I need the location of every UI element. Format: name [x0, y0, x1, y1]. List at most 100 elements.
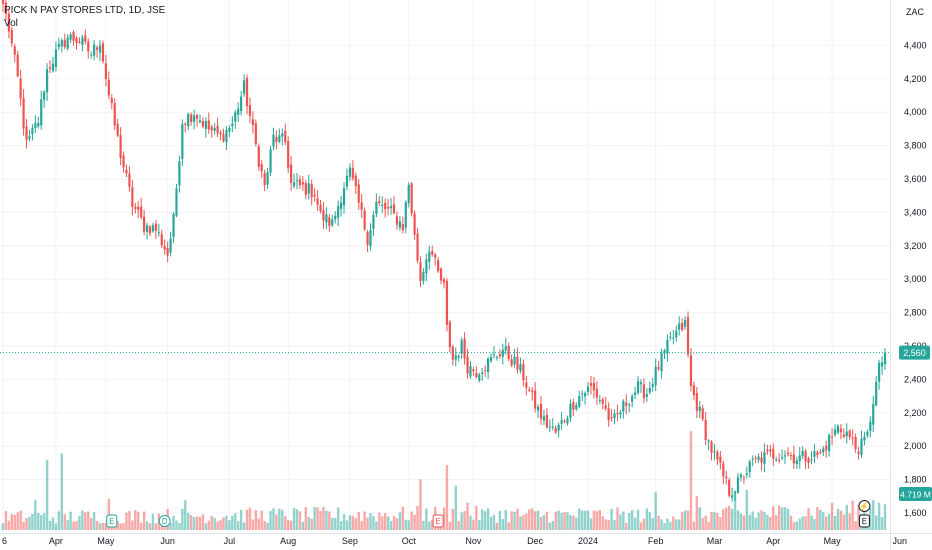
candle[interactable] — [128, 166, 131, 192]
candle[interactable] — [125, 164, 128, 178]
candle[interactable] — [610, 409, 613, 422]
candle[interactable] — [487, 356, 490, 379]
candle[interactable] — [319, 199, 322, 214]
candle[interactable] — [66, 34, 69, 51]
candle[interactable] — [478, 372, 481, 383]
candle[interactable] — [234, 109, 237, 129]
candle[interactable] — [469, 360, 472, 379]
candle[interactable] — [357, 178, 360, 210]
candle[interactable] — [522, 359, 525, 387]
candle[interactable] — [198, 114, 202, 124]
candle[interactable] — [437, 257, 440, 273]
candle[interactable] — [225, 126, 228, 151]
symbol-title[interactable]: PICK N PAY STORES LTD, 1D, JSE — [4, 5, 166, 16]
candle[interactable] — [266, 167, 269, 190]
candle[interactable] — [25, 119, 28, 149]
candle[interactable] — [792, 445, 795, 469]
candle[interactable] — [354, 172, 357, 194]
candle[interactable] — [204, 117, 207, 138]
candle[interactable] — [722, 460, 725, 485]
earnings-marker[interactable]: E — [432, 514, 444, 528]
candle[interactable] — [592, 376, 596, 399]
candle[interactable] — [104, 55, 107, 87]
candle[interactable] — [54, 41, 58, 72]
candle[interactable] — [304, 180, 307, 199]
candle[interactable] — [619, 409, 622, 419]
candle[interactable] — [484, 365, 487, 377]
candle[interactable] — [810, 451, 813, 464]
candle[interactable] — [175, 183, 178, 218]
candle[interactable] — [681, 318, 684, 332]
candle[interactable] — [301, 176, 304, 192]
candle[interactable] — [475, 366, 478, 379]
candle[interactable] — [448, 319, 451, 352]
earnings-marker[interactable]: E — [858, 514, 870, 528]
candle[interactable] — [710, 440, 713, 461]
candle[interactable] — [287, 136, 290, 173]
candle[interactable] — [254, 119, 257, 147]
candle[interactable] — [498, 349, 501, 360]
candle[interactable] — [481, 367, 484, 381]
candle[interactable] — [207, 112, 210, 134]
candle[interactable] — [825, 440, 828, 458]
candle[interactable] — [401, 216, 404, 234]
candle[interactable] — [363, 207, 366, 232]
candle[interactable] — [292, 173, 296, 189]
candle[interactable] — [151, 222, 155, 233]
candle[interactable] — [545, 408, 548, 429]
candle[interactable] — [492, 346, 496, 359]
candle[interactable] — [78, 37, 81, 44]
candle[interactable] — [181, 119, 184, 166]
candle[interactable] — [372, 211, 375, 236]
earnings-marker[interactable]: E — [106, 514, 118, 528]
candle[interactable] — [407, 182, 410, 208]
candle[interactable] — [263, 169, 266, 192]
candle[interactable] — [10, 26, 13, 47]
candle[interactable] — [634, 386, 637, 400]
candle[interactable] — [219, 130, 222, 141]
candle[interactable] — [160, 229, 163, 249]
candle[interactable] — [739, 472, 743, 482]
candle[interactable] — [516, 347, 519, 374]
candle[interactable] — [863, 431, 866, 446]
candle[interactable] — [786, 447, 790, 457]
candle[interactable] — [622, 399, 625, 419]
candle[interactable] — [178, 155, 181, 193]
candle[interactable] — [742, 475, 745, 484]
candle[interactable] — [642, 378, 646, 404]
candle[interactable] — [345, 168, 349, 191]
candle[interactable] — [654, 358, 657, 392]
candle[interactable] — [419, 256, 422, 287]
candle[interactable] — [316, 189, 319, 211]
candle[interactable] — [422, 268, 425, 285]
candle[interactable] — [237, 102, 240, 123]
candle[interactable] — [213, 123, 216, 135]
candle[interactable] — [342, 182, 346, 214]
candle[interactable] — [428, 245, 431, 271]
candle[interactable] — [531, 387, 534, 401]
candle[interactable] — [772, 443, 775, 466]
candle[interactable] — [869, 416, 872, 438]
candle[interactable] — [231, 116, 234, 133]
candle[interactable] — [46, 63, 49, 101]
candle[interactable] — [875, 375, 878, 407]
candle[interactable] — [378, 195, 381, 206]
candle[interactable] — [510, 354, 513, 368]
candle[interactable] — [872, 395, 875, 432]
candle[interactable] — [322, 201, 325, 229]
candle[interactable] — [604, 396, 607, 412]
candle[interactable] — [504, 337, 507, 355]
price-axis[interactable]: 1,6001,8002,0002,2002,4002,6002,8003,000… — [904, 7, 927, 518]
candle[interactable] — [748, 459, 751, 478]
time-axis[interactable]: 6 Apr May Jun Jul Aug Sep Oct Nov Dec 2024 Feb Mar Ap… — [2, 536, 907, 546]
candle[interactable] — [172, 211, 175, 243]
candle[interactable] — [563, 419, 566, 424]
candle[interactable] — [601, 397, 604, 410]
candle[interactable] — [360, 193, 363, 218]
candle[interactable] — [851, 429, 854, 446]
candle[interactable] — [442, 277, 446, 289]
candle[interactable] — [416, 228, 419, 264]
candle[interactable] — [625, 394, 628, 415]
candle[interactable] — [334, 211, 337, 224]
